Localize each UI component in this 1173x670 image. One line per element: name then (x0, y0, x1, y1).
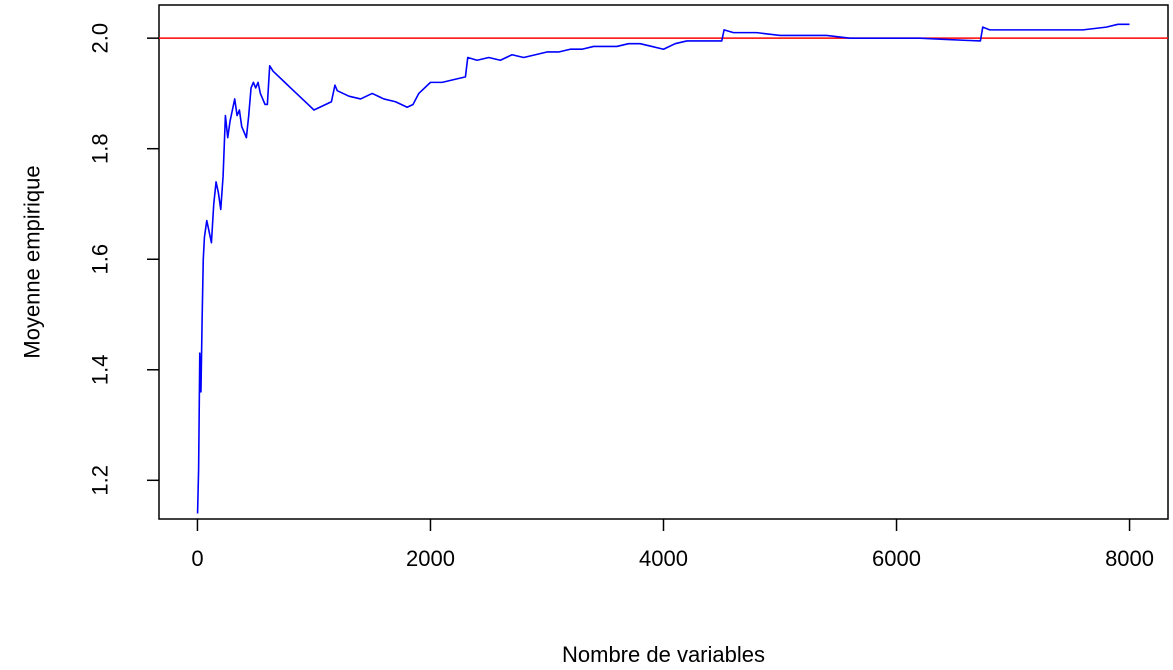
axis-ticks: 0 2000 4000 6000 8000 1.2 1.4 1.6 1.8 2.0 (88, 23, 1155, 571)
y-tick-label: 1.6 (88, 244, 113, 275)
y-axis-label: Moyenne empirique (20, 165, 45, 358)
plot-frame (158, 4, 1169, 520)
x-tick-label: 2000 (406, 546, 455, 571)
y-tick-label: 1.2 (88, 465, 113, 496)
series-line (196, 23, 1130, 514)
x-tick-label: 6000 (872, 546, 921, 571)
y-tick-label: 2.0 (88, 23, 113, 54)
x-axis-label: Nombre de variables (562, 642, 765, 667)
x-tick-label: 0 (191, 546, 203, 571)
x-tick-label: 8000 (1105, 546, 1154, 571)
x-tick-label: 4000 (639, 546, 688, 571)
y-tick-label: 1.4 (88, 354, 113, 385)
y-tick-label: 1.8 (88, 133, 113, 164)
